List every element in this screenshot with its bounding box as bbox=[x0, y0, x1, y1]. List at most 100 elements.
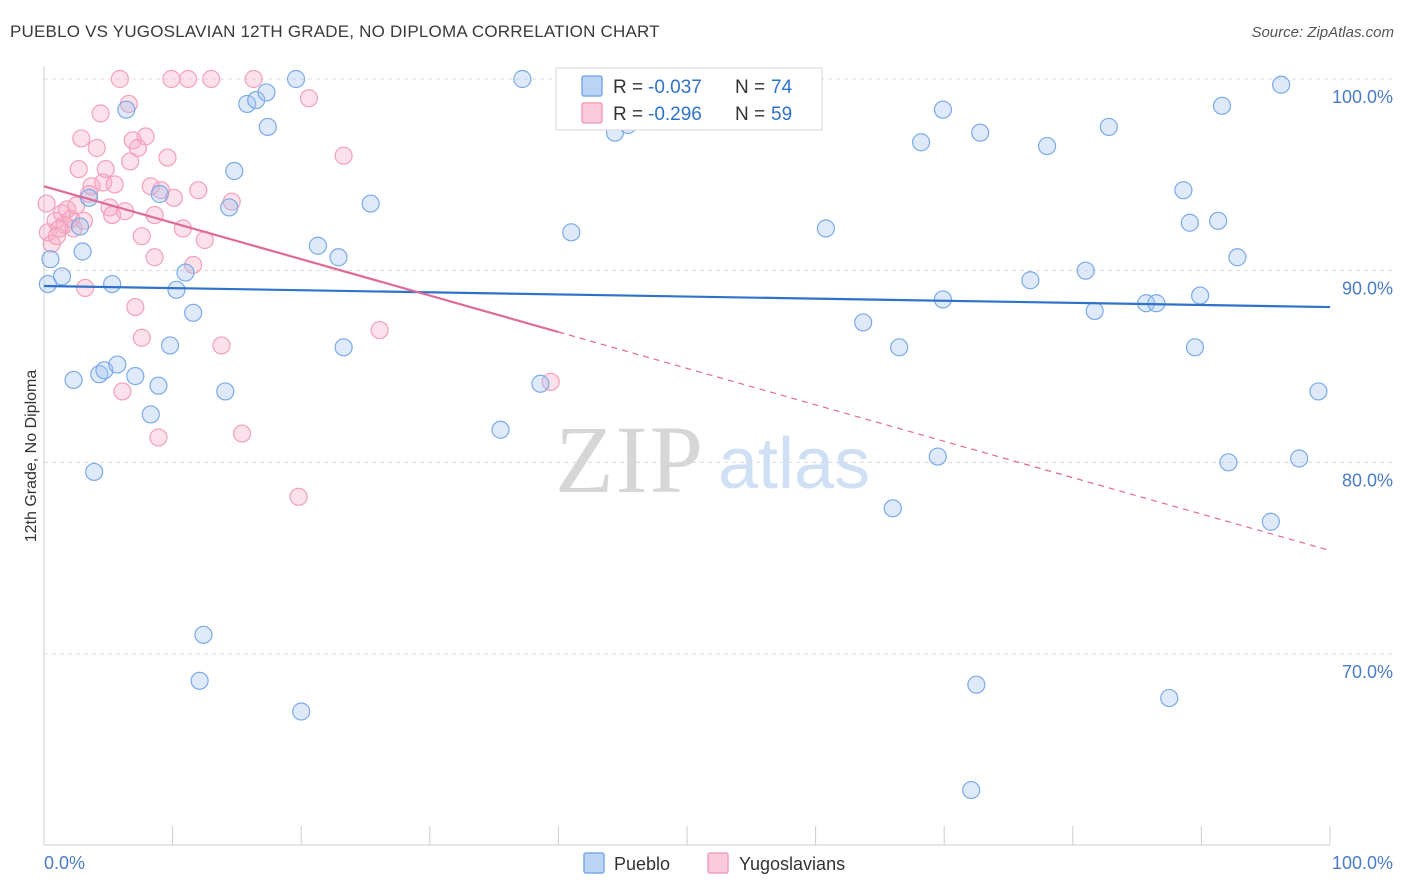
pueblo-point-42 bbox=[816, 219, 835, 238]
pueblo-point-18 bbox=[167, 280, 186, 299]
yugoslavians-point-54 bbox=[370, 320, 389, 340]
pueblo-trend-line bbox=[43, 284, 1331, 309]
pueblo-point-20 bbox=[184, 303, 203, 322]
pueblo-point-38 bbox=[531, 374, 550, 393]
pueblo-point-35 bbox=[361, 194, 380, 213]
yugoslavians-trend-line bbox=[43, 185, 559, 334]
x-tick-right: 100.0% bbox=[1332, 853, 1393, 873]
yugoslavians-point-36 bbox=[149, 428, 168, 447]
pueblo-point-32 bbox=[308, 236, 328, 255]
yugoslavians-point-20 bbox=[96, 159, 115, 179]
yugoslavians-point-39 bbox=[162, 69, 181, 89]
y-axis-label: 12th Grade, No Diploma bbox=[23, 370, 40, 543]
trend-lines bbox=[43, 185, 1331, 552]
yugoslavians-point-33 bbox=[136, 127, 155, 146]
yugoslavians-point-25 bbox=[113, 382, 132, 401]
pueblo-point-66 bbox=[1212, 96, 1232, 115]
yugoslavians-point-49 bbox=[232, 424, 252, 443]
pueblo-point-72 bbox=[1309, 382, 1328, 401]
bottom-legend: Pueblo Yugoslavians bbox=[583, 852, 845, 874]
pueblo-point-2 bbox=[52, 267, 72, 286]
pueblo-point-1 bbox=[41, 250, 60, 269]
yugoslavians-point-19 bbox=[94, 173, 113, 192]
pueblo-point-29 bbox=[258, 117, 277, 137]
pueblo-point-14 bbox=[141, 405, 160, 424]
yugoslavians-point-23 bbox=[105, 175, 124, 194]
bottom-legend-swatch-yugoslavians bbox=[707, 852, 729, 874]
yugoslavians-point-32 bbox=[132, 227, 151, 246]
yugoslavians-point-17 bbox=[87, 138, 106, 158]
pueblo-point-34 bbox=[334, 338, 353, 357]
gridlines bbox=[44, 78, 1393, 655]
yugoslavians-point-57 bbox=[145, 248, 164, 267]
yugoslavians-point-12 bbox=[72, 129, 91, 148]
y-tick-label-1: 90.0% bbox=[1342, 279, 1393, 299]
yugoslavians-point-41 bbox=[173, 219, 192, 238]
bottom-legend-label-pueblo: Pueblo bbox=[614, 854, 670, 874]
pueblo-point-50 bbox=[967, 675, 986, 694]
pueblo-point-52 bbox=[971, 123, 990, 142]
pueblo-point-33 bbox=[329, 248, 348, 267]
pueblo-point-60 bbox=[1160, 688, 1179, 708]
yugoslavians-point-14 bbox=[76, 278, 95, 298]
chart-title: PUEBLO VS YUGOSLAVIAN 12TH GRADE, NO DIP… bbox=[10, 22, 660, 41]
yugoslavians-point-56 bbox=[132, 328, 151, 347]
pueblo-point-21 bbox=[190, 671, 209, 690]
y-tick-label-0: 100.0% bbox=[1332, 87, 1393, 107]
bottom-legend-swatch-pueblo bbox=[583, 852, 605, 874]
pueblo-point-44 bbox=[883, 499, 902, 518]
pueblo-point-22 bbox=[194, 625, 213, 644]
pueblo-point-7 bbox=[85, 462, 104, 482]
stats-legend: R = -0.037 N = 74 R = -0.296 N = 59 bbox=[555, 67, 823, 131]
legend-r-value-yugoslavians: -0.296 bbox=[648, 104, 702, 125]
bottom-legend-label-yugoslavians: Yugoslavians bbox=[739, 854, 845, 874]
pueblo-point-43 bbox=[854, 313, 873, 332]
yugoslavians-point-9 bbox=[64, 219, 83, 238]
pueblo-point-28 bbox=[257, 83, 276, 102]
yugoslavians-point-38 bbox=[158, 148, 177, 167]
yugoslavians-points bbox=[37, 69, 560, 506]
pueblo-point-57 bbox=[1099, 117, 1118, 137]
pueblo-point-27 bbox=[247, 90, 266, 110]
pueblo-point-6 bbox=[79, 188, 99, 207]
pueblo-point-36 bbox=[491, 420, 510, 439]
pueblo-point-65 bbox=[1209, 211, 1228, 230]
pueblo-point-30 bbox=[286, 69, 306, 89]
pueblo-point-68 bbox=[1228, 248, 1247, 267]
yugoslavians-point-58 bbox=[50, 219, 69, 238]
yugoslavians-trend-line-extension bbox=[558, 331, 1331, 552]
pueblo-point-13 bbox=[126, 366, 145, 386]
yugoslavians-point-44 bbox=[189, 181, 208, 200]
pueblo-point-53 bbox=[1021, 271, 1040, 290]
pueblo-point-54 bbox=[1037, 136, 1057, 156]
pueblo-point-46 bbox=[911, 133, 931, 152]
yugoslavians-point-18 bbox=[91, 104, 110, 123]
pueblo-point-0 bbox=[38, 274, 57, 294]
pueblo-point-47 bbox=[928, 447, 947, 466]
legend-n-value-pueblo: 74 bbox=[771, 77, 793, 98]
legend-swatch-pueblo bbox=[581, 75, 603, 97]
yugoslavians-point-40 bbox=[164, 188, 183, 207]
watermark-atlas: atlas bbox=[718, 424, 870, 504]
legend-r-label-pueblo: R = bbox=[613, 77, 643, 98]
yugoslavians-point-52 bbox=[299, 89, 319, 108]
pueblo-point-31 bbox=[292, 702, 311, 721]
yugoslavians-point-50 bbox=[244, 69, 263, 89]
yugoslavians-point-42 bbox=[178, 69, 198, 89]
yugoslavians-point-53 bbox=[334, 146, 353, 165]
pueblo-point-67 bbox=[1219, 453, 1238, 472]
pueblo-point-48 bbox=[933, 290, 953, 309]
pueblo-point-24 bbox=[220, 198, 239, 217]
legend-n-label-yugoslavians: N = bbox=[735, 104, 765, 125]
pueblo-points bbox=[38, 69, 1328, 800]
legend-n-label-pueblo: N = bbox=[735, 77, 765, 98]
pueblo-point-17 bbox=[160, 336, 180, 355]
pueblo-point-37 bbox=[513, 69, 532, 89]
pueblo-point-62 bbox=[1180, 213, 1199, 232]
source-label: Source: ZipAtlas.com bbox=[1251, 24, 1394, 41]
pueblo-point-64 bbox=[1191, 286, 1210, 305]
yugoslavians-point-51 bbox=[289, 487, 308, 506]
pueblo-point-12 bbox=[117, 100, 136, 119]
y-tick-label-2: 80.0% bbox=[1342, 470, 1393, 490]
